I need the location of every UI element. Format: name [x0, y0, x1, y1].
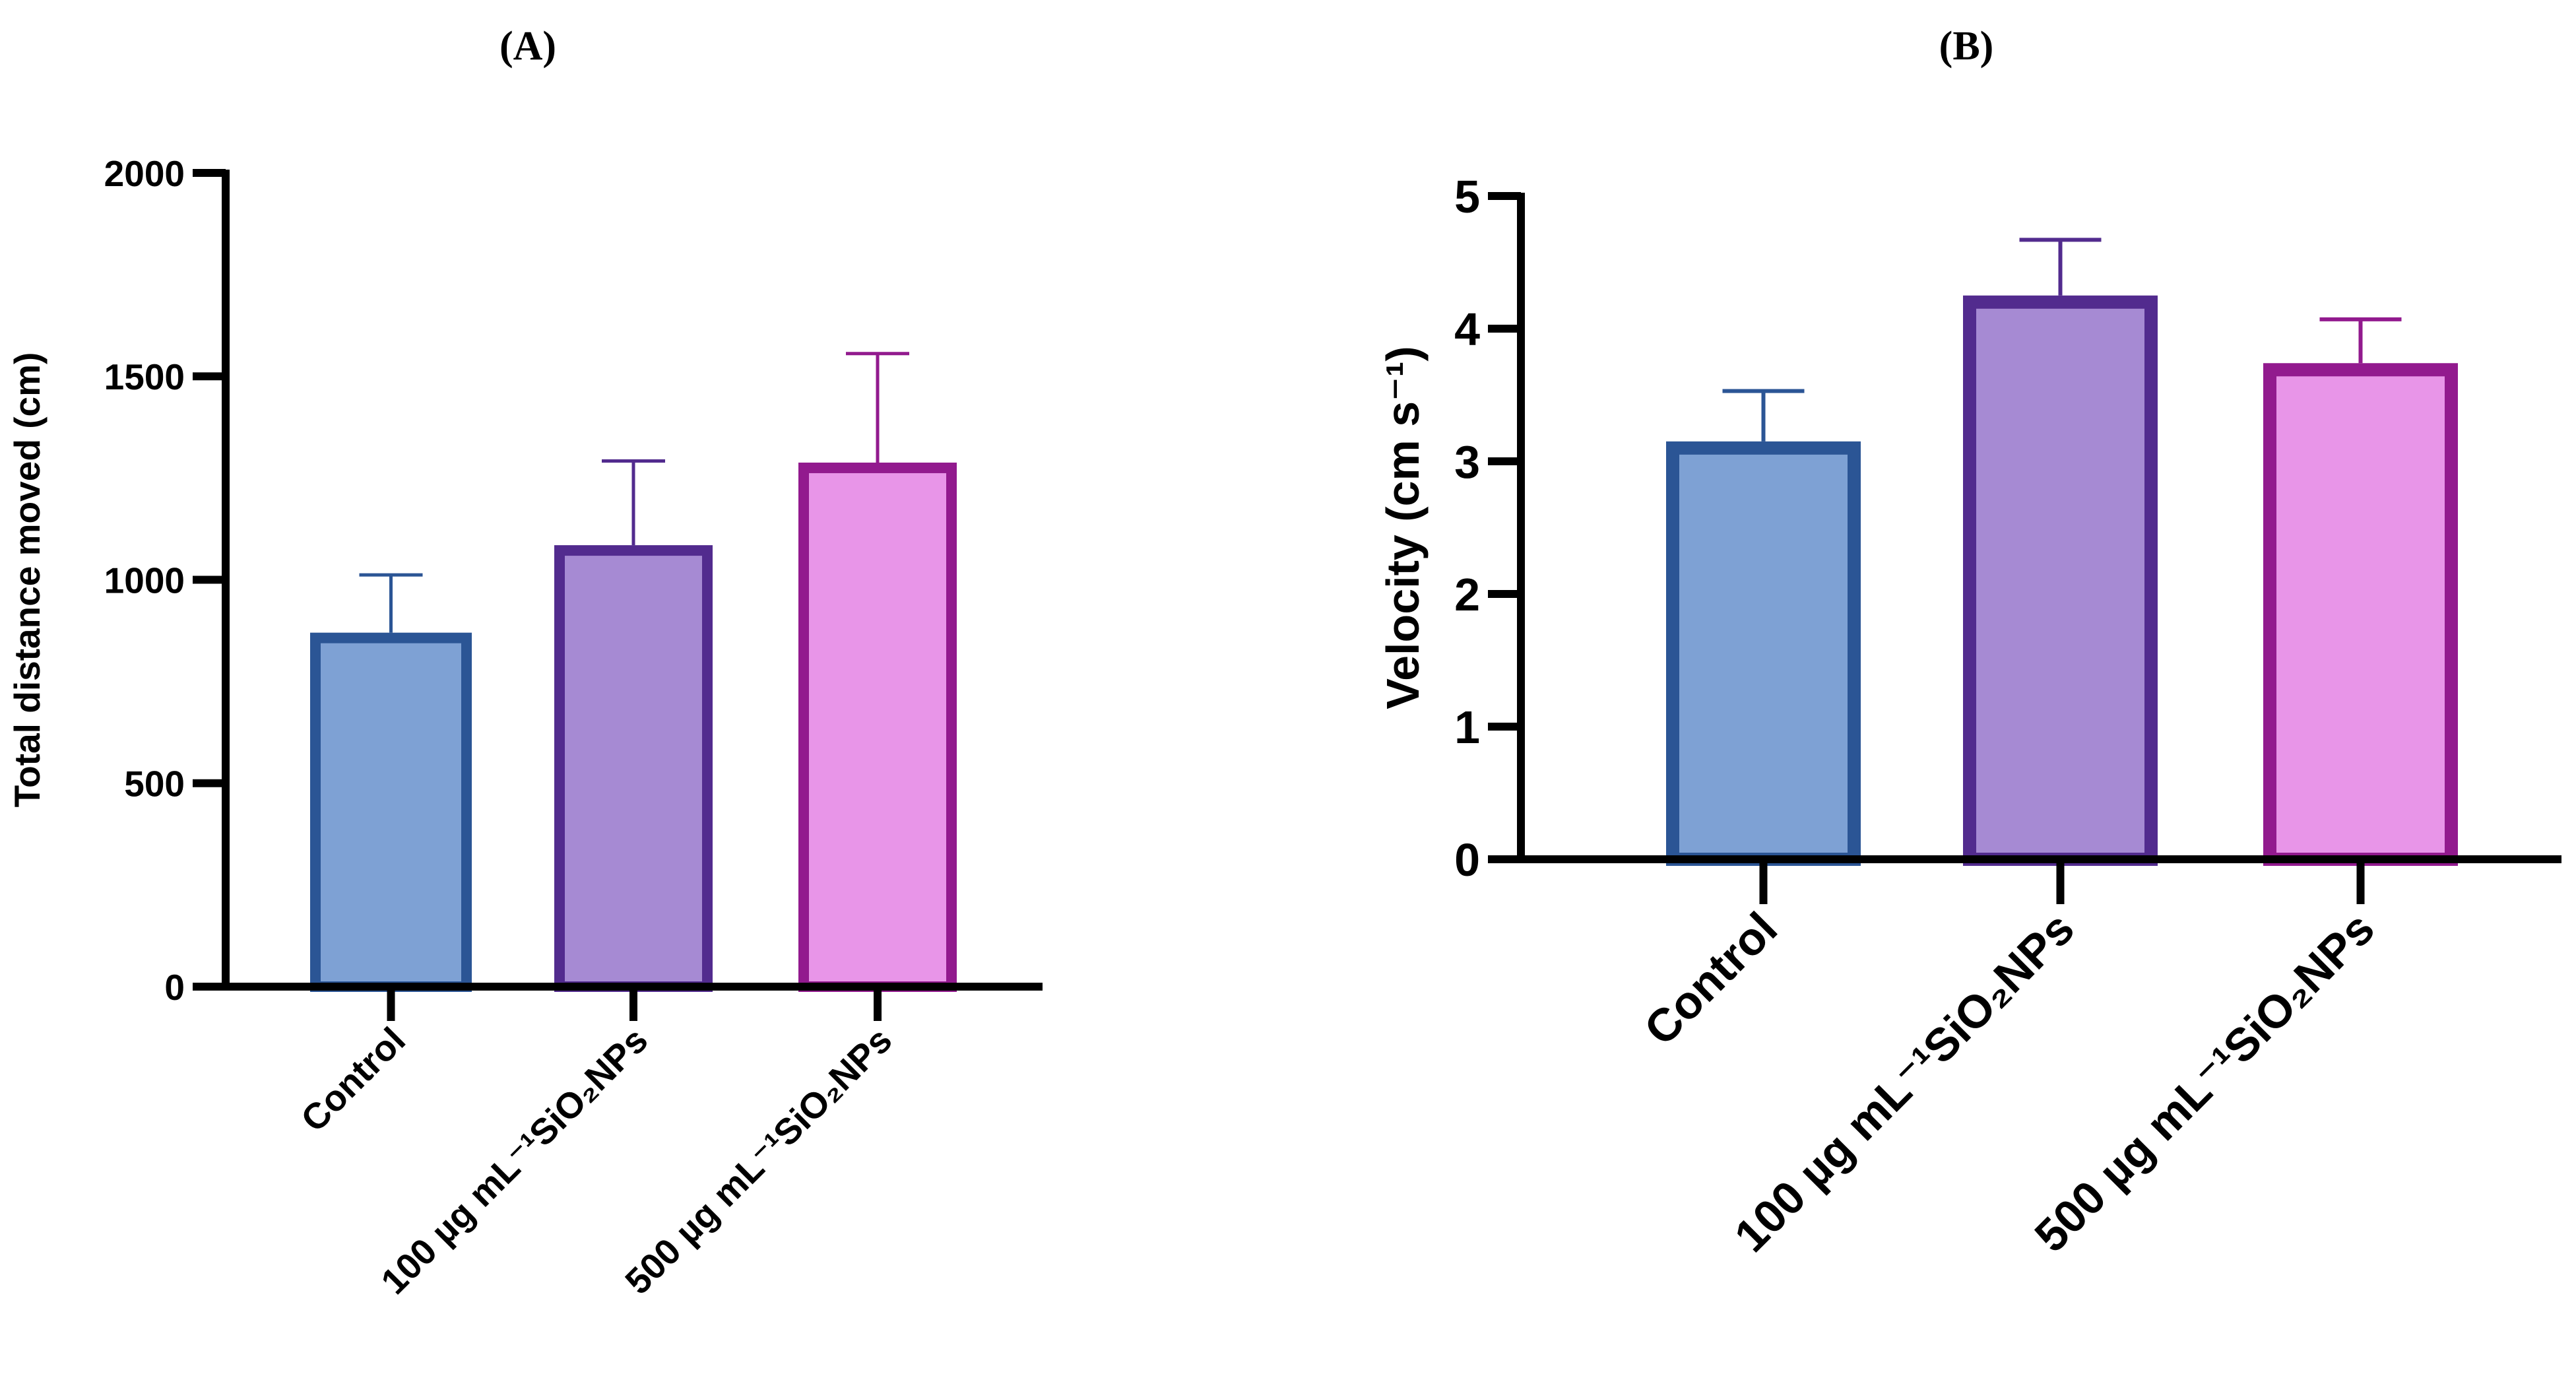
x-tick-label: Control	[1634, 902, 1787, 1055]
x-tick-label: 100 µg mL⁻¹SiO₂NPs	[1725, 902, 2084, 1261]
panel-label: (B)	[1939, 24, 1994, 69]
y-tick-label: 1000	[104, 560, 185, 601]
y-axis-label: Velocity (cm s⁻¹)	[1377, 346, 1429, 709]
y-tick-label: 4	[1454, 304, 1480, 355]
y-tick-label: 5	[1454, 171, 1480, 222]
y-tick-label: 2	[1454, 569, 1480, 620]
x-tick-label: Control	[293, 1020, 413, 1140]
bar	[310, 632, 472, 992]
bar	[554, 545, 713, 992]
y-axis-label: Total distance moved (cm)	[7, 352, 48, 808]
x-tick-label: 100 µg mL⁻¹SiO₂NPs	[373, 1020, 655, 1302]
y-tick-label: 2000	[104, 153, 185, 194]
bar	[798, 462, 957, 992]
bar	[1963, 295, 2158, 866]
y-tick-label: 0	[1454, 834, 1480, 886]
panel-a: (A) Total distance moved (cm) 0 500 1000 1500…	[7, 24, 1043, 1302]
y-tick-label: 1	[1454, 702, 1480, 753]
y-tick-label: 1500	[104, 356, 185, 397]
y-tick-label: 0	[164, 967, 185, 1008]
x-tick-label: 500 µg mL⁻¹SiO₂NPs	[2025, 902, 2384, 1261]
bar	[2263, 363, 2458, 866]
x-tick-label: 500 µg mL⁻¹SiO₂NPs	[617, 1020, 899, 1302]
y-tick-label: 3	[1454, 436, 1480, 488]
bar	[1666, 441, 1861, 866]
panel-label: (A)	[499, 24, 556, 69]
y-tick-label: 500	[124, 764, 185, 804]
